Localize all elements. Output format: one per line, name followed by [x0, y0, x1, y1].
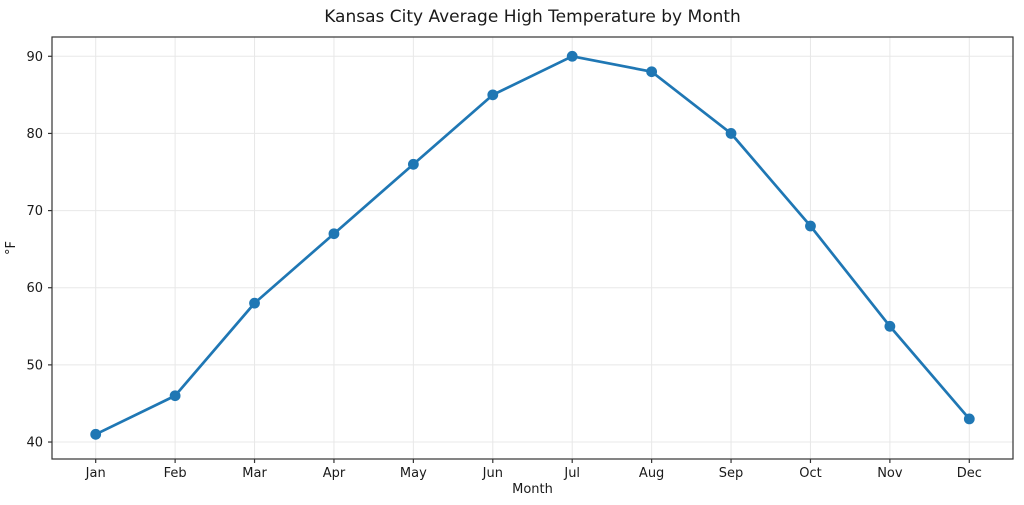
- x-tick-label: Jan: [85, 466, 106, 481]
- x-tick-label: Sep: [719, 466, 744, 481]
- data-point-marker: [566, 50, 578, 62]
- data-point-marker: [407, 158, 419, 170]
- data-point-marker: [169, 390, 181, 402]
- y-tick-label: 70: [26, 204, 43, 219]
- temperature-line-series: [90, 50, 975, 440]
- temperature-line: [94, 54, 971, 436]
- axis-ticks: [48, 55, 970, 463]
- data-point-marker: [646, 66, 658, 78]
- data-point-marker: [328, 228, 340, 240]
- plot-border: [51, 36, 1014, 460]
- y-tick-label: 60: [26, 281, 43, 296]
- x-tick-label: Feb: [164, 466, 187, 481]
- gridlines: [52, 37, 1013, 459]
- x-tick-label: Apr: [323, 466, 346, 481]
- data-point-marker: [963, 413, 975, 425]
- x-tick-label: Jun: [482, 466, 503, 481]
- x-axis-label: Month: [512, 482, 553, 497]
- data-point-marker: [249, 297, 260, 309]
- x-tick-label: Aug: [639, 466, 664, 481]
- data-point-marker: [805, 220, 816, 232]
- x-tick-label: Nov: [877, 466, 903, 481]
- chart-title: Kansas City Average High Temperature by …: [324, 7, 741, 27]
- data-point-marker: [884, 320, 896, 332]
- x-tick-label: Dec: [957, 466, 982, 481]
- y-tick-label: 90: [26, 50, 43, 65]
- data-point-marker: [725, 128, 737, 139]
- axis-tick-labels: 40 50 60 70 80 90 Jan Feb Mar Apr May Jun Jul Aug Sep O…: [26, 50, 981, 481]
- y-axis-label: °F: [4, 241, 19, 255]
- y-tick-label: 50: [26, 358, 43, 373]
- x-tick-label: May: [400, 466, 427, 481]
- plot-spines: [51, 36, 1014, 460]
- y-tick-label: 40: [26, 436, 43, 451]
- y-tick-label: 80: [26, 127, 43, 142]
- data-point-marker: [487, 89, 499, 101]
- x-tick-label: Jul: [563, 466, 580, 481]
- data-point-marker: [90, 428, 102, 440]
- x-tick-label: Mar: [242, 466, 267, 481]
- x-tick-label: Oct: [799, 466, 821, 481]
